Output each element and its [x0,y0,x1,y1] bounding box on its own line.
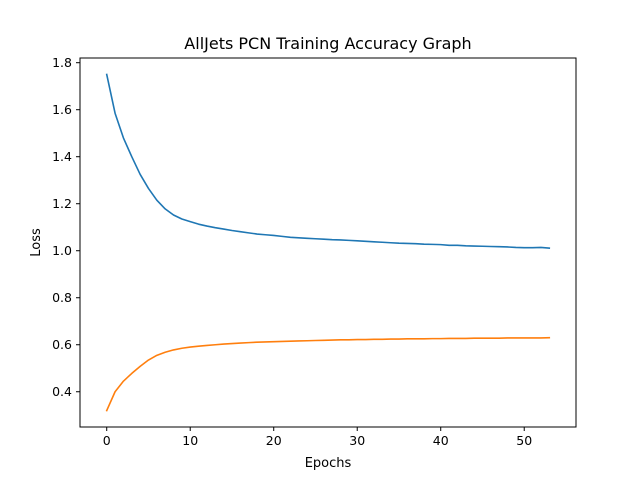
y-tick-label: 1.6 [52,102,72,117]
x-tick-label: 0 [103,433,111,448]
x-tick-label: 20 [266,433,282,448]
y-tick-label: 0.8 [52,290,72,305]
x-axis-label: Epochs [305,456,352,471]
series-line-0 [105,73,551,250]
x-tick-label: 30 [349,433,365,448]
y-axis-ticks: 0.4 0.6 0.8 1.0 1.2 1.4 1.6 1.8 [52,55,80,399]
y-tick-label: 0.4 [52,384,72,399]
x-axis-ticks: 0 10 20 30 40 50 [103,427,532,448]
y-tick-label: 1.2 [52,196,72,211]
y-tick-label: 1.4 [52,149,72,164]
y-tick-label: 1.8 [52,55,72,70]
y-tick-label: 1.0 [52,243,72,258]
x-tick-label: 10 [182,433,198,448]
chart-title: AllJets PCN Training Accuracy Graph [184,34,471,53]
y-tick-label: 0.6 [52,337,72,352]
x-tick-label: 50 [516,433,532,448]
plot-frame [79,57,577,428]
x-tick-label: 40 [433,433,449,448]
y-axis-label: Loss [29,228,44,257]
plot-area [105,73,551,412]
series-line-1 [105,336,551,412]
